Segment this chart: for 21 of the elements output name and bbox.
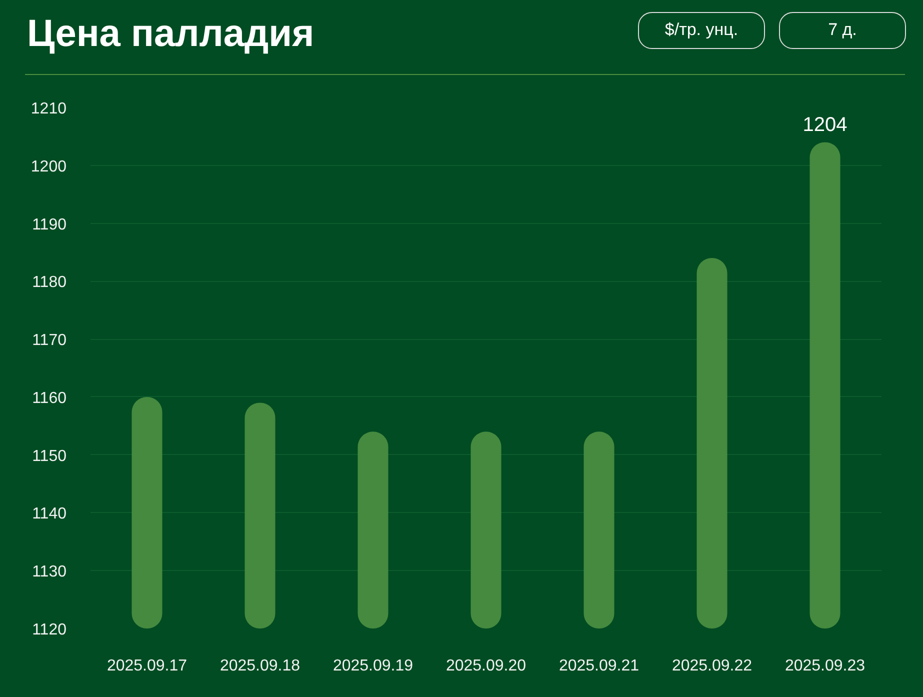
chip: 7 д. [779, 12, 906, 49]
data-label: 1204 [802, 114, 848, 136]
y-tick-label: 1130 [32, 564, 67, 581]
chip: $/тр. унц. [638, 12, 765, 49]
y-tick-label: 1150 [32, 448, 67, 465]
x-tick-label: 2025.09.23 [784, 658, 866, 674]
y-tick-label: 1180 [32, 274, 67, 292]
y-tick-label: 1170 [32, 332, 67, 350]
y-tick-label: 1140 [32, 506, 67, 523]
x-tick-label: 2025.09.22 [672, 658, 752, 674]
x-tick-label: 2025.09.19 [332, 658, 414, 674]
x-tick-label: 2025.09.21 [558, 658, 640, 674]
y-tick-label: 1190 [32, 216, 67, 234]
x-tick-label: 2025.09.17 [106, 658, 188, 674]
y-tick-label: 1210 [30, 100, 67, 118]
x-tick-label: 2025.09.18 [220, 658, 300, 674]
x-tick-label: 2025.09.20 [446, 658, 526, 674]
y-tick-label: 1200 [30, 158, 67, 176]
y-tick-label: 1120 [32, 622, 67, 638]
chart-title: Цена палладия [27, 12, 314, 57]
y-tick-label: 1160 [32, 390, 67, 407]
